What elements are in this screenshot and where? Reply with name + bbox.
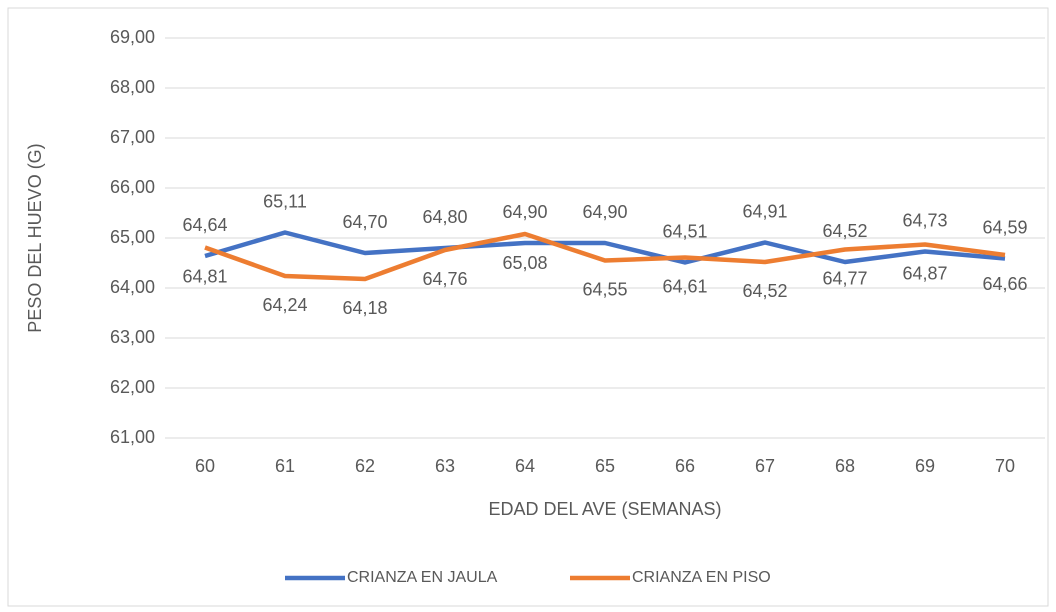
y-tick-label: 63,00 — [110, 327, 155, 347]
data-label: 64,87 — [902, 263, 947, 283]
data-label: 64,52 — [742, 281, 787, 301]
y-tick-label: 65,00 — [110, 227, 155, 247]
data-label: 64,61 — [662, 276, 707, 296]
data-label: 64,64 — [182, 215, 227, 235]
data-label: 65,08 — [502, 253, 547, 273]
x-tick-label: 60 — [195, 456, 215, 476]
y-tick-label: 64,00 — [110, 277, 155, 297]
x-tick-label: 62 — [355, 456, 375, 476]
y-tick-label: 62,00 — [110, 377, 155, 397]
series-line — [204, 231, 1006, 282]
data-label: 64,52 — [822, 221, 867, 241]
data-label: 64,24 — [262, 295, 307, 315]
data-label: 64,73 — [902, 210, 947, 230]
data-label: 64,91 — [742, 201, 787, 221]
x-tick-label: 65 — [595, 456, 615, 476]
y-tick-label: 67,00 — [110, 127, 155, 147]
y-tick-label: 68,00 — [110, 77, 155, 97]
x-tick-label: 64 — [515, 456, 535, 476]
x-tick-label: 63 — [435, 456, 455, 476]
data-label: 64,80 — [422, 207, 467, 227]
data-label: 65,11 — [263, 191, 307, 211]
y-tick-label: 69,00 — [110, 27, 155, 47]
data-label: 64,59 — [982, 217, 1027, 237]
series-line — [204, 230, 1006, 265]
y-tick-label: 66,00 — [110, 177, 155, 197]
x-tick-label: 67 — [755, 456, 775, 476]
y-tick-label: 61,00 — [110, 427, 155, 447]
data-label: 64,51 — [662, 221, 707, 241]
x-tick-label: 69 — [915, 456, 935, 476]
data-label: 64,90 — [582, 202, 627, 222]
chart-border — [7, 7, 1049, 607]
data-label: 64,81 — [182, 266, 227, 286]
data-label: 64,70 — [342, 212, 387, 232]
x-tick-label: 68 — [835, 456, 855, 476]
x-tick-label: 70 — [995, 456, 1015, 476]
x-tick-label: 61 — [275, 456, 295, 476]
data-label: 64,90 — [502, 202, 547, 222]
x-tick-label: 66 — [675, 456, 695, 476]
y-axis-label: PESO DEL HUEVO (G) — [25, 143, 45, 332]
data-label: 64,76 — [422, 269, 467, 289]
x-axis-label: EDAD DEL AVE (SEMANAS) — [488, 499, 721, 519]
data-label: 64,66 — [982, 274, 1027, 294]
data-label: 64,55 — [582, 279, 627, 299]
legend-label: CRIANZA EN PISO — [632, 569, 771, 586]
legend-label: CRIANZA EN JAULA — [347, 569, 498, 586]
data-label: 64,77 — [822, 268, 867, 288]
data-label: 64,18 — [342, 298, 387, 318]
